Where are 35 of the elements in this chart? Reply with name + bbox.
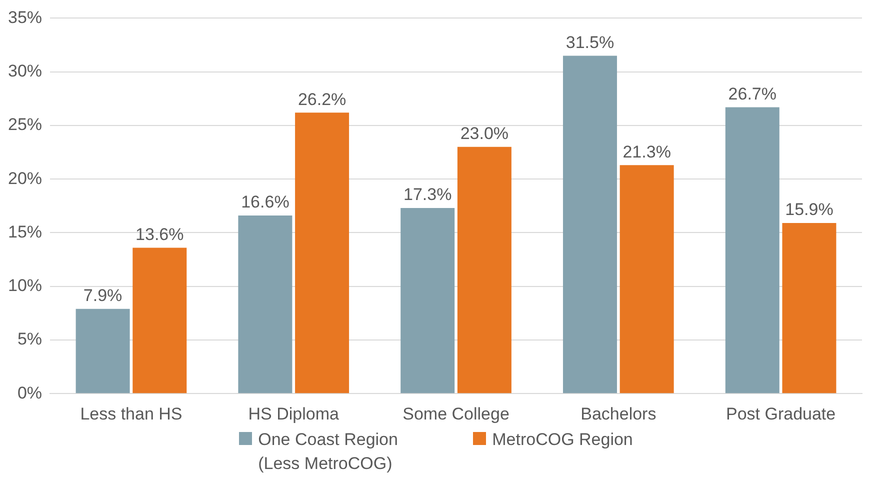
data-label: 15.9% xyxy=(785,200,834,220)
bar xyxy=(76,308,130,394)
data-label: 26.2% xyxy=(298,90,346,109)
data-label: 16.6% xyxy=(241,192,290,212)
bar xyxy=(457,146,512,394)
data-label: 13.6% xyxy=(136,224,184,244)
legend-label: MetroCOG Region xyxy=(492,429,633,451)
bar xyxy=(295,112,350,394)
y-tick-label: 5% xyxy=(17,330,42,349)
data-label: 23.0% xyxy=(460,124,509,144)
x-tick-label: HS Diploma xyxy=(248,404,340,424)
bar xyxy=(725,107,780,394)
x-tick-label: Bachelors xyxy=(580,404,656,424)
y-tick-label: 35% xyxy=(8,8,42,27)
y-tick-label: 25% xyxy=(8,115,42,134)
bar xyxy=(620,165,674,394)
data-label: 26.7% xyxy=(728,84,776,104)
x-tick-label: Some College xyxy=(402,404,510,424)
x-tick-label: Less than HS xyxy=(80,404,182,424)
y-tick-label: 10% xyxy=(8,276,42,296)
y-tick-label: 20% xyxy=(8,168,42,188)
bar xyxy=(400,208,455,394)
bar xyxy=(132,248,187,394)
data-label: 17.3% xyxy=(403,185,452,204)
data-label: 31.5% xyxy=(566,32,614,52)
data-label: 7.9% xyxy=(83,286,122,306)
bar xyxy=(562,56,617,394)
data-label: 21.3% xyxy=(622,142,671,162)
bar xyxy=(238,216,292,394)
y-tick-label: 30% xyxy=(8,62,42,81)
y-tick-label: 15% xyxy=(8,222,42,242)
x-tick-label: Post Graduate xyxy=(726,404,836,424)
legend-label: One Coast Region (Less MetroCOG) xyxy=(258,429,399,475)
bar xyxy=(782,223,836,394)
y-tick-label: 0% xyxy=(17,383,42,402)
